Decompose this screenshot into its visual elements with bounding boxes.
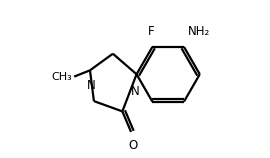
Text: N: N: [86, 79, 95, 92]
Text: N: N: [131, 85, 140, 97]
Text: CH₃: CH₃: [51, 72, 72, 82]
Text: NH₂: NH₂: [188, 25, 210, 38]
Text: F: F: [148, 25, 155, 38]
Text: O: O: [128, 139, 137, 152]
